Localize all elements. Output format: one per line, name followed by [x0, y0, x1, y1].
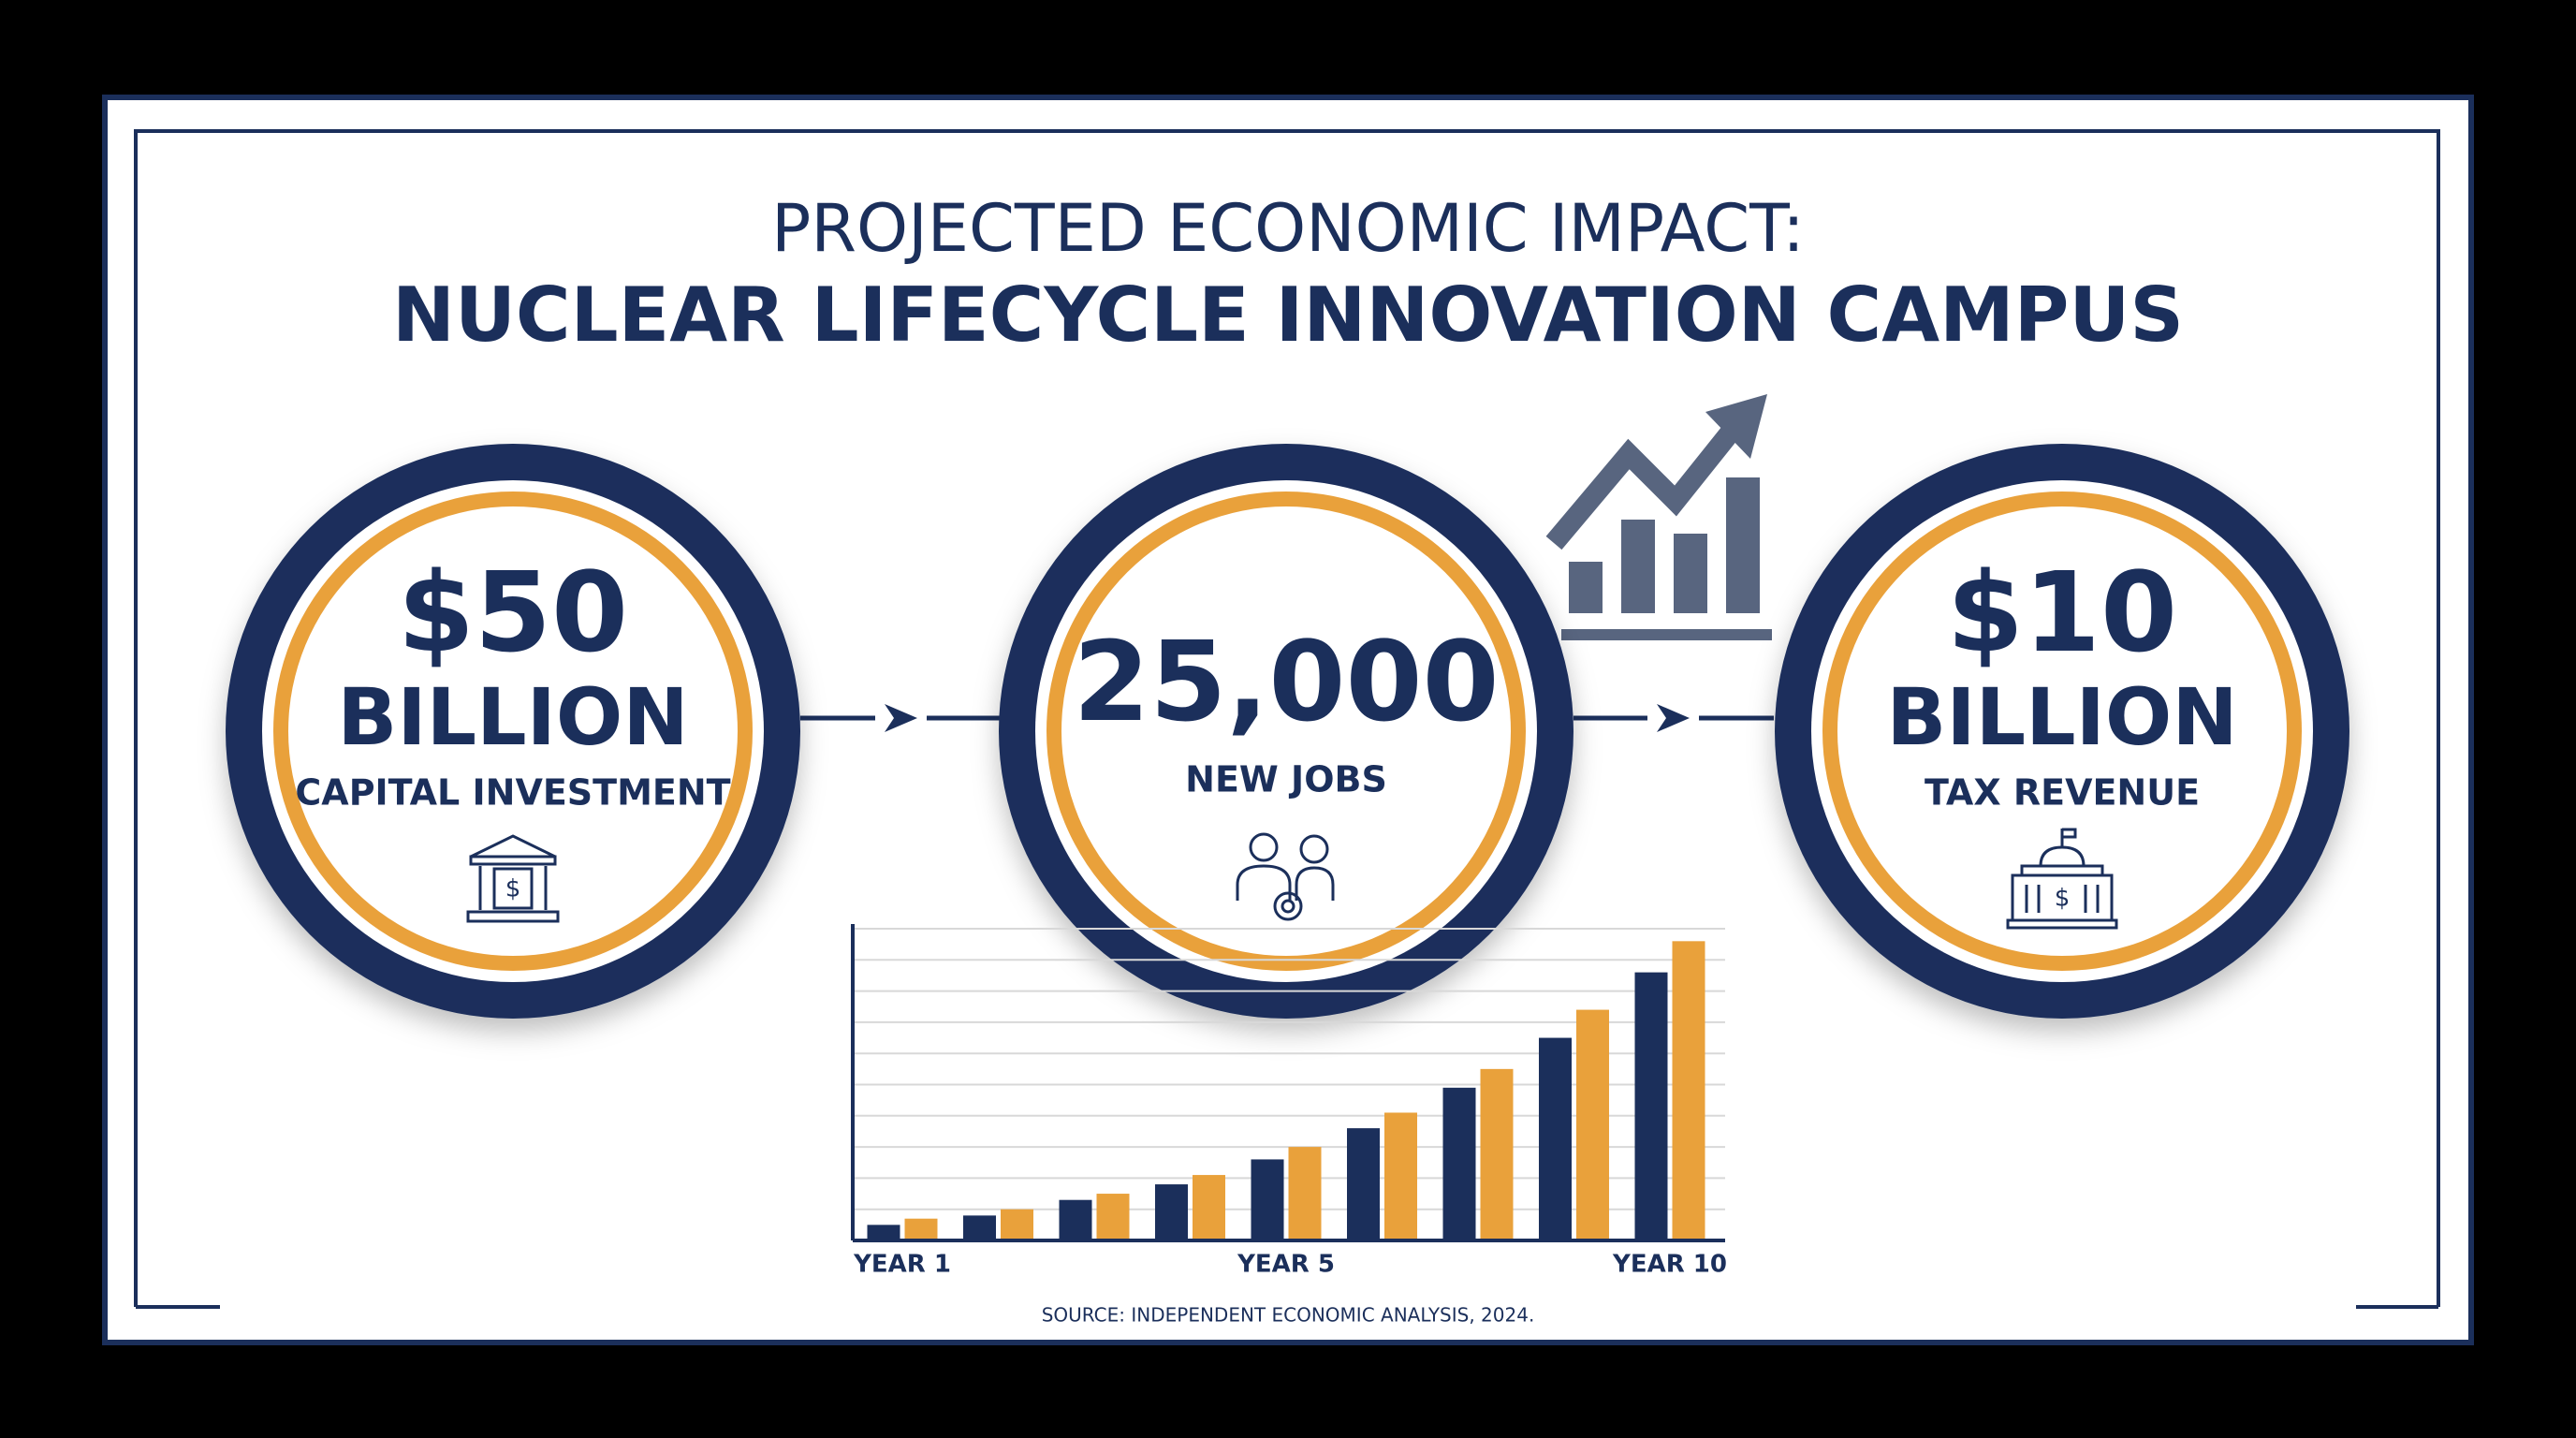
bar	[1193, 1175, 1225, 1240]
stat-label: CAPITAL INVESTMENT	[295, 772, 730, 814]
bar	[867, 1225, 900, 1240]
stat-unit: BILLION	[1886, 671, 2237, 763]
bar	[1576, 1009, 1609, 1240]
dollar-glyph: $	[2055, 885, 2071, 913]
title-line2: NUCLEAR LIFECYCLE INNOVATION CAMPUS	[392, 271, 2184, 359]
bar	[1634, 972, 1668, 1240]
bar	[1059, 1199, 1092, 1240]
bar	[963, 1215, 996, 1240]
bar	[1288, 1147, 1322, 1240]
bar	[1672, 941, 1705, 1240]
bar	[1539, 1037, 1572, 1240]
bar	[1001, 1209, 1033, 1240]
source: SOURCE: INDEPENDENT ECONOMIC ANALYSIS, 2…	[1042, 1304, 1535, 1327]
circles	[226, 444, 2349, 1019]
bar	[1384, 1112, 1417, 1240]
bank-icon	[466, 834, 560, 923]
people-icon	[1236, 832, 1335, 921]
stat-label: TAX REVENUE	[1925, 772, 2200, 814]
trend-icon	[1545, 394, 1772, 640]
bar	[904, 1218, 938, 1240]
stat-value: $50	[398, 548, 628, 677]
capitol-icon	[2006, 828, 2118, 930]
stat-label: NEW JOBS	[1185, 759, 1387, 800]
inner-frame	[134, 129, 2440, 1307]
stat-value: $10	[1947, 548, 2177, 677]
bar	[1480, 1068, 1514, 1240]
bar	[1251, 1159, 1284, 1240]
bar	[1155, 1184, 1188, 1240]
stat-value: 25,000	[1073, 617, 1499, 746]
x-tick-label: YEAR 10	[1612, 1251, 1727, 1279]
dollar-glyph: $	[505, 875, 521, 903]
bar	[1096, 1194, 1130, 1240]
x-tick-label: YEAR 5	[1237, 1251, 1335, 1279]
stat-unit: BILLION	[337, 671, 688, 763]
bar-chart: YEAR 1 YEAR 5 YEAR 10	[851, 924, 1727, 1279]
title-line1: PROJECTED ECONOMIC IMPACT:	[771, 190, 1805, 267]
bar	[1442, 1087, 1476, 1240]
x-tick-label: YEAR 1	[853, 1251, 951, 1279]
bar	[1347, 1128, 1380, 1240]
